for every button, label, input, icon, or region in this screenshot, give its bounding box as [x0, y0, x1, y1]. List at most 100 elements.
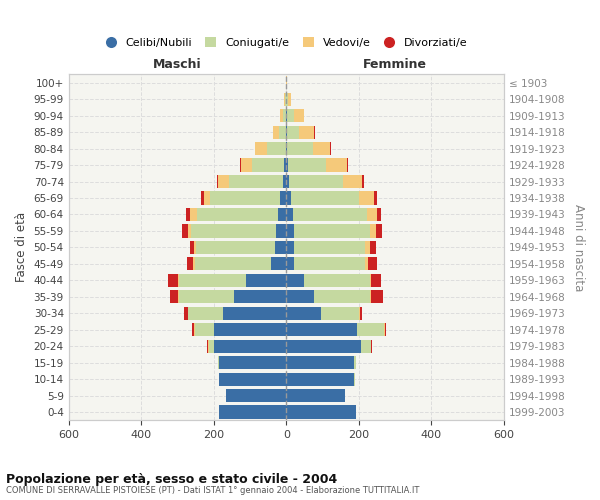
Bar	[370, 241, 376, 254]
Bar	[284, 92, 285, 106]
Bar	[267, 142, 286, 155]
Text: Popolazione per età, sesso e stato civile - 2004: Popolazione per età, sesso e stato civil…	[6, 472, 337, 486]
Bar	[203, 192, 210, 204]
Bar	[304, 274, 370, 287]
Bar	[385, 323, 386, 336]
Bar	[367, 208, 377, 221]
Bar	[286, 274, 304, 287]
Bar	[271, 258, 286, 270]
Text: COMUNE DI SERRAVALLE PISTOIESE (PT) - Dati ISTAT 1° gennaio 2004 - Elaborazione : COMUNE DI SERRAVALLE PISTOIESE (PT) - Da…	[6, 486, 419, 495]
Bar	[294, 258, 365, 270]
Bar	[365, 258, 368, 270]
Bar	[170, 290, 178, 304]
Bar	[240, 158, 241, 172]
Bar	[384, 323, 385, 336]
Bar	[190, 241, 194, 254]
Bar	[321, 306, 359, 320]
Bar	[217, 175, 218, 188]
Bar	[179, 274, 247, 287]
Bar	[285, 92, 286, 106]
Bar	[286, 76, 287, 90]
Bar	[374, 192, 377, 204]
Bar	[286, 340, 361, 353]
Bar	[208, 340, 209, 353]
Bar	[293, 241, 365, 254]
Bar	[229, 175, 283, 188]
Bar	[195, 258, 271, 270]
Bar	[286, 406, 356, 418]
Bar	[197, 208, 278, 221]
Bar	[371, 290, 383, 304]
Bar	[190, 208, 197, 221]
Bar	[370, 274, 371, 287]
Bar	[188, 306, 223, 320]
Bar	[288, 158, 326, 172]
Bar	[313, 142, 330, 155]
Legend: Celibi/Nubili, Coniugati/e, Vedovi/e, Divorziati/e: Celibi/Nubili, Coniugati/e, Vedovi/e, Di…	[103, 35, 470, 50]
Bar	[286, 356, 355, 369]
Bar	[286, 290, 314, 304]
Bar	[291, 192, 359, 204]
Bar	[359, 306, 362, 320]
Bar	[196, 241, 275, 254]
Bar	[357, 323, 384, 336]
Bar	[286, 208, 293, 221]
Bar	[280, 109, 283, 122]
Bar	[286, 92, 288, 106]
Y-axis label: Fasce di età: Fasce di età	[15, 212, 28, 282]
Bar	[286, 372, 355, 386]
Bar	[209, 340, 214, 353]
Bar	[286, 224, 293, 237]
Bar	[286, 142, 287, 155]
Bar	[370, 224, 376, 237]
Bar	[286, 241, 293, 254]
Bar	[207, 340, 208, 353]
Bar	[326, 158, 347, 172]
Bar	[210, 192, 280, 204]
Bar	[293, 109, 304, 122]
Bar	[219, 406, 286, 418]
Bar	[283, 175, 286, 188]
Bar	[167, 274, 178, 287]
Bar	[188, 224, 191, 237]
Bar	[226, 389, 286, 402]
Bar	[272, 126, 279, 138]
Bar	[286, 192, 291, 204]
Bar	[187, 258, 193, 270]
Bar	[286, 126, 287, 138]
Bar	[355, 356, 356, 369]
Bar	[218, 356, 219, 369]
Bar	[255, 142, 267, 155]
Bar	[279, 126, 286, 138]
Bar	[370, 290, 371, 304]
Bar	[286, 306, 321, 320]
Bar	[219, 372, 286, 386]
Bar	[219, 356, 286, 369]
Bar	[377, 208, 381, 221]
Bar	[191, 224, 276, 237]
Bar	[214, 323, 286, 336]
Bar	[201, 192, 203, 204]
Bar	[214, 340, 286, 353]
Bar	[368, 258, 377, 270]
Y-axis label: Anni di nascita: Anni di nascita	[572, 204, 585, 291]
Bar	[287, 109, 293, 122]
Bar	[289, 175, 343, 188]
Bar	[361, 340, 371, 353]
Bar	[234, 290, 286, 304]
Bar	[286, 323, 357, 336]
Bar	[194, 323, 195, 336]
Bar	[371, 274, 382, 287]
Bar	[362, 175, 364, 188]
Bar	[286, 109, 287, 122]
Bar	[194, 241, 196, 254]
Bar	[247, 274, 286, 287]
Bar	[178, 290, 179, 304]
Bar	[275, 241, 286, 254]
Bar	[193, 258, 195, 270]
Text: Maschi: Maschi	[153, 58, 202, 71]
Bar	[376, 224, 382, 237]
Bar	[252, 158, 284, 172]
Bar	[293, 208, 367, 221]
Bar	[182, 224, 188, 237]
